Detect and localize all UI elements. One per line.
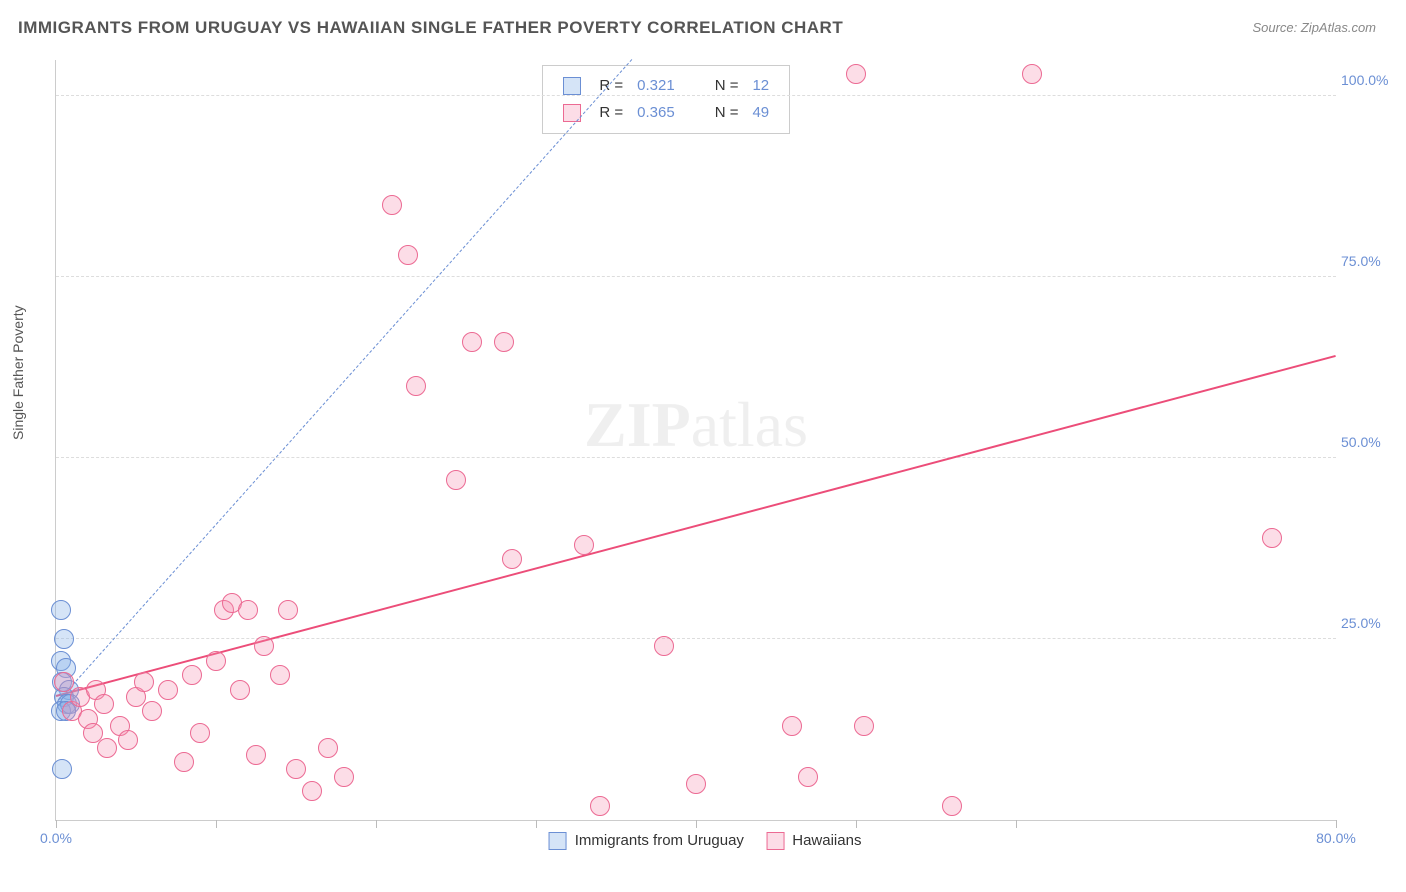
point-hawaiians <box>1262 528 1282 548</box>
x-tick <box>856 820 857 828</box>
point-hawaiians <box>182 665 202 685</box>
point-hawaiians <box>382 195 402 215</box>
watermark: ZIPatlas <box>584 388 808 462</box>
gridline-h <box>56 95 1336 96</box>
point-hawaiians <box>230 680 250 700</box>
point-hawaiians <box>158 680 178 700</box>
r-label: R = <box>593 101 629 126</box>
gridline-h <box>56 638 1336 639</box>
point-hawaiians <box>142 701 162 721</box>
point-hawaiians <box>1022 64 1042 84</box>
y-tick-label: 100.0% <box>1341 72 1396 88</box>
point-hawaiians <box>942 796 962 816</box>
y-axis-label: Single Father Poverty <box>10 305 26 440</box>
legend-swatch-uruguay <box>563 77 581 95</box>
point-hawaiians <box>574 535 594 555</box>
y-tick-label: 75.0% <box>1341 253 1396 269</box>
x-tick-label: 80.0% <box>1316 830 1356 846</box>
point-hawaiians <box>134 672 154 692</box>
legend-swatch-uruguay <box>549 832 567 850</box>
legend-label-hawaiians: Hawaiians <box>788 832 861 849</box>
point-hawaiians <box>854 716 874 736</box>
legend-swatch-hawaiians <box>766 832 784 850</box>
trendline-hawaiians <box>56 355 1337 697</box>
point-hawaiians <box>278 600 298 620</box>
point-hawaiians <box>54 672 74 692</box>
point-uruguay <box>52 759 72 779</box>
y-tick-label: 50.0% <box>1341 434 1396 450</box>
point-hawaiians <box>502 549 522 569</box>
r-value-hawaiians: 0.365 <box>631 101 681 126</box>
point-hawaiians <box>782 716 802 736</box>
point-hawaiians <box>246 745 266 765</box>
point-hawaiians <box>446 470 466 490</box>
x-tick <box>536 820 537 828</box>
point-hawaiians <box>302 781 322 801</box>
chart-container: IMMIGRANTS FROM URUGUAY VS HAWAIIAN SING… <box>0 0 1406 892</box>
x-tick-label: 0.0% <box>40 830 72 846</box>
legend-label-uruguay: Immigrants from Uruguay <box>571 832 749 849</box>
point-hawaiians <box>798 767 818 787</box>
series-legend: Immigrants from Uruguay Hawaiians <box>531 832 862 850</box>
point-hawaiians <box>398 245 418 265</box>
point-hawaiians <box>270 665 290 685</box>
point-hawaiians <box>174 752 194 772</box>
point-hawaiians <box>206 651 226 671</box>
source-label: Source: ZipAtlas.com <box>1252 20 1376 35</box>
trendline-uruguay <box>56 59 633 704</box>
point-hawaiians <box>118 730 138 750</box>
point-hawaiians <box>238 600 258 620</box>
point-hawaiians <box>590 796 610 816</box>
point-hawaiians <box>97 738 117 758</box>
watermark-rest: atlas <box>691 389 808 460</box>
point-uruguay <box>54 629 74 649</box>
plot-area: ZIPatlas R =0.321N =12R =0.365N =49 Immi… <box>55 60 1336 821</box>
gridline-h <box>56 276 1336 277</box>
watermark-bold: ZIP <box>584 389 691 460</box>
x-tick <box>696 820 697 828</box>
point-hawaiians <box>494 332 514 352</box>
n-value-hawaiians: 49 <box>746 101 775 126</box>
point-hawaiians <box>254 636 274 656</box>
point-hawaiians <box>190 723 210 743</box>
point-hawaiians <box>334 767 354 787</box>
n-label: N = <box>709 101 745 126</box>
x-tick <box>56 820 57 828</box>
chart-title: IMMIGRANTS FROM URUGUAY VS HAWAIIAN SING… <box>18 18 843 38</box>
x-tick <box>376 820 377 828</box>
point-uruguay <box>51 600 71 620</box>
x-tick <box>1336 820 1337 828</box>
correlation-legend: R =0.321N =12R =0.365N =49 <box>542 65 790 134</box>
point-hawaiians <box>406 376 426 396</box>
x-tick <box>1016 820 1017 828</box>
y-tick-label: 25.0% <box>1341 615 1396 631</box>
point-hawaiians <box>286 759 306 779</box>
point-hawaiians <box>654 636 674 656</box>
point-hawaiians <box>94 694 114 714</box>
point-hawaiians <box>846 64 866 84</box>
gridline-h <box>56 457 1336 458</box>
x-tick <box>216 820 217 828</box>
point-hawaiians <box>686 774 706 794</box>
point-hawaiians <box>318 738 338 758</box>
point-hawaiians <box>462 332 482 352</box>
